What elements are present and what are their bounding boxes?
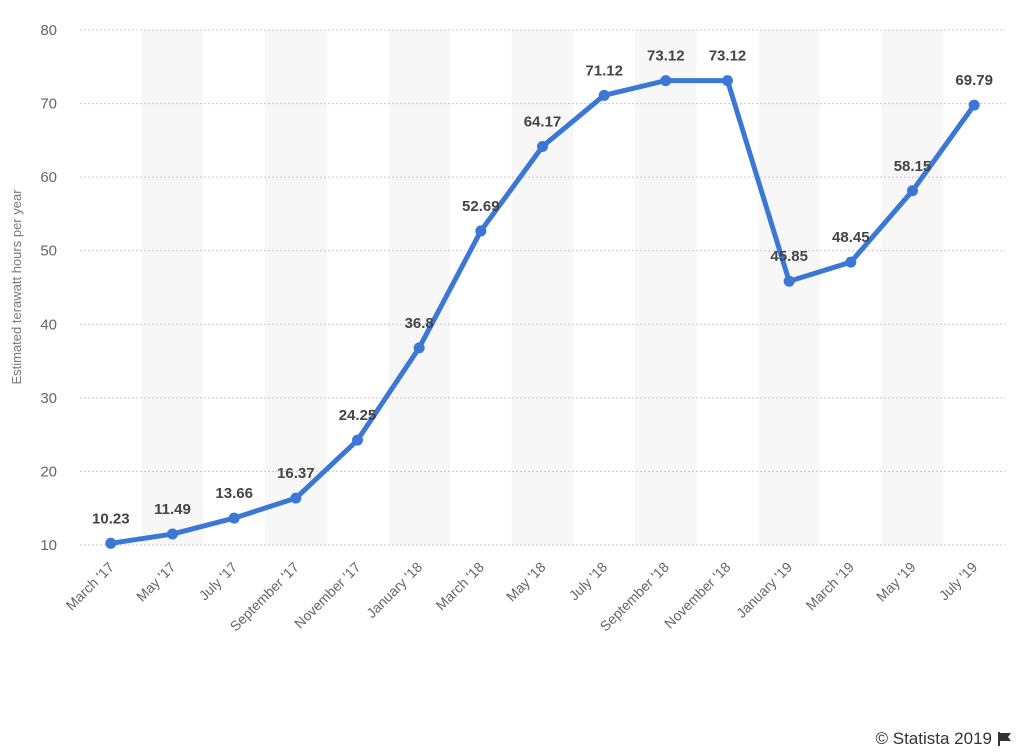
y-tick-label: 40 [40,316,57,333]
line-chart: 10 20 30 40 50 60 70 80 Estimated terawatt hour… [9,22,1005,635]
data-point[interactable] [783,275,795,287]
band [511,30,574,545]
series-points [105,75,980,549]
band [141,30,204,545]
data-point[interactable] [413,342,425,354]
data-point[interactable] [537,140,548,152]
data-label: 48.45 [832,229,870,246]
band [758,30,820,545]
background-bands [141,30,944,545]
y-tick-label: 50 [40,243,57,260]
data-label: 13.66 [215,485,253,502]
x-tick-label: January '19 [733,559,795,621]
data-label: 36.8 [405,315,434,332]
data-label: 52.69 [462,198,500,215]
y-tick-label: 70 [40,96,57,113]
data-point[interactable] [352,434,363,446]
data-label: 73.12 [709,48,747,65]
band [881,30,944,545]
y-tick-label: 20 [40,463,57,480]
data-point[interactable] [845,256,857,268]
x-tick-label: November '18 [661,559,734,632]
data-point[interactable] [598,89,610,101]
band [635,30,697,545]
source-footer: © Statista 2019 [876,729,1013,749]
data-point[interactable] [475,225,487,237]
x-tick-label: March '18 [432,559,487,614]
y-axis-ticks: 10 20 30 40 50 60 70 80 [40,22,57,554]
data-label: 71.12 [585,62,623,79]
x-tick-label: May '19 [873,559,919,605]
data-label: 58.15 [894,158,932,175]
data-point[interactable] [290,492,302,504]
data-labels: 10.23 11.49 13.66 16.37 24.25 36.8 52.69 64.17 7… [92,48,993,528]
data-label: 73.12 [647,48,685,65]
y-tick-label: 30 [40,390,57,407]
y-tick-label: 60 [40,169,57,186]
x-tick-label: January '18 [363,559,425,621]
y-axis-label: Estimated terawatt hours per year [9,189,24,385]
x-tick-label: July '18 [566,559,611,604]
y-tick-label: 10 [40,537,57,554]
band [388,30,450,545]
data-point[interactable] [660,75,672,87]
data-point[interactable] [105,537,117,549]
data-label: 64.17 [524,113,562,130]
data-point[interactable] [722,75,733,87]
data-label: 24.25 [339,407,377,424]
x-tick-label: March '17 [62,559,117,614]
data-label: 69.79 [955,72,993,89]
x-tick-label: July '17 [196,559,241,604]
data-label: 10.23 [92,510,130,527]
source-text: © Statista 2019 [875,729,993,748]
x-tick-label: March '19 [802,559,857,614]
band [265,30,327,545]
data-point[interactable] [167,528,178,540]
x-tick-label: July '19 [936,559,981,604]
data-point[interactable] [907,185,918,197]
flag-icon[interactable] [998,732,1012,746]
data-label: 11.49 [154,501,191,518]
data-point[interactable] [228,512,240,524]
y-tick-label: 80 [40,22,57,39]
x-tick-label: May '17 [133,559,179,605]
data-label: 45.85 [770,248,808,265]
x-tick-label: May '18 [503,559,549,605]
data-label: 16.37 [277,465,315,482]
data-point[interactable] [968,99,980,111]
x-tick-label: November '17 [291,559,364,632]
